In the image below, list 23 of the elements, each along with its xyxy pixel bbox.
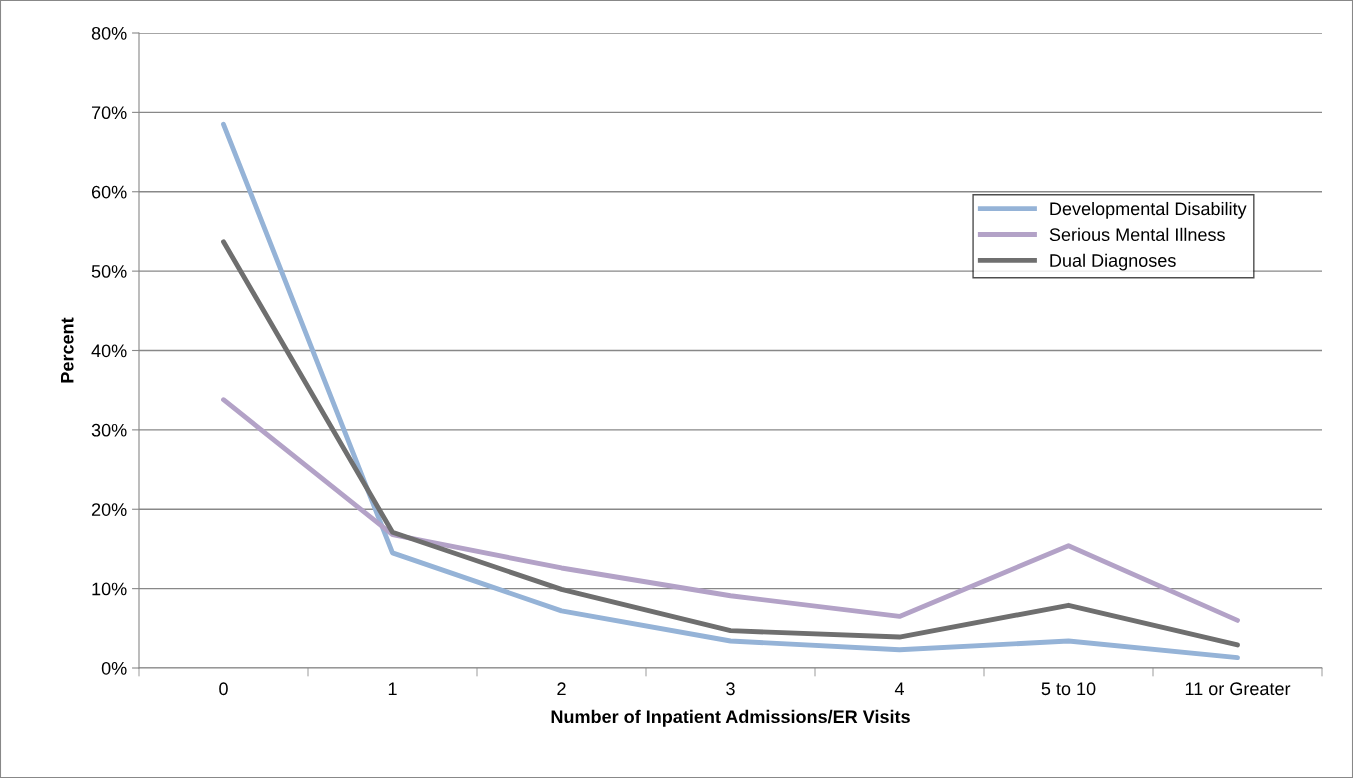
y-tick-label: 60% [91,185,127,199]
line-series [221,239,1240,648]
y-tick-label: 20% [91,503,127,516]
x-tick-label: 5 to 10 [1041,682,1096,696]
x-tick-label: 4 [894,682,904,695]
y-tick-label: 50% [91,265,127,278]
y-tick-label: 40% [91,344,127,358]
legend-label: Dual Diagnoses [1050,253,1176,271]
x-tick-label: 11 or Greater [1185,682,1291,696]
y-tick-label: 80% [91,26,127,40]
y-tick-label: 0% [101,661,127,675]
y-tick-label: 10% [92,582,127,596]
x-tick-label: 0 [219,682,228,696]
x-axis-title: Number of Inpatient Admissions/ER Visits [551,709,910,727]
legend-label: Serious Mental Illness [1049,227,1225,242]
y-tick-label: 30% [91,423,127,437]
y-axis-title: Percent [61,317,74,383]
legend-label: Developmental Disability [1050,201,1247,219]
line-series [221,397,1240,623]
y-tick-label: 70% [91,106,127,120]
x-tick-label: 2 [557,682,566,695]
x-tick-label: 3 [726,682,735,696]
x-tick-label: 1 [388,682,397,695]
